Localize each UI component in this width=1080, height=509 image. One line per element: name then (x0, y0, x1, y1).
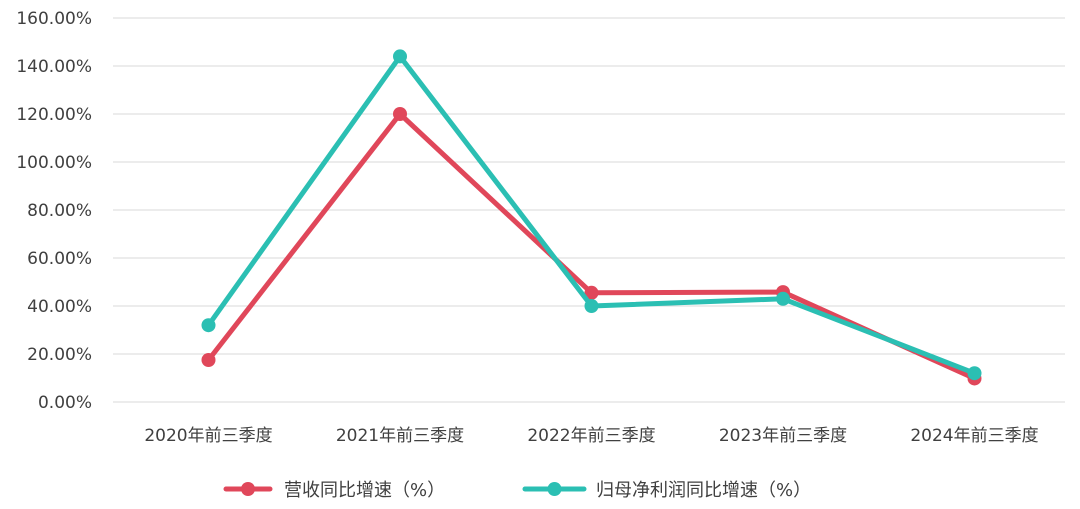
y-tick-label: 120.00% (16, 105, 92, 125)
y-tick-label: 60.00% (27, 249, 92, 269)
x-tick-label: 2023年前三季度 (719, 426, 847, 446)
y-axis-tick-labels: 0.00% 20.00% 40.00% 60.00% 80.00% 100.00% 120.… (16, 9, 92, 413)
data-point (967, 366, 982, 381)
y-tick-label: 20.00% (27, 345, 92, 365)
data-point (584, 299, 599, 313)
legend: 营收同比增速（%） 归母净利润同比增速（%） (223, 480, 811, 501)
data-point (201, 353, 216, 367)
y-tick-label: 80.00% (27, 201, 92, 221)
series-line (206, 111, 977, 381)
legend-swatch-marker (241, 482, 255, 496)
data-point (584, 285, 599, 300)
y-tick-label: 160.00% (16, 9, 92, 29)
x-tick-label: 2021年前三季度 (336, 426, 464, 446)
legend-swatch-marker (547, 482, 562, 496)
x-tick-label: 2022年前三季度 (527, 426, 655, 446)
x-tick-label: 2020年前三季度 (144, 426, 272, 446)
x-axis-tick-labels: 2020年前三季度 2021年前三季度 2022年前三季度 2023年前三季度 2024… (144, 426, 1038, 446)
legend-label: 归母净利润同比增速（%） (596, 480, 811, 501)
y-tick-label: 40.00% (27, 297, 92, 317)
data-point (776, 291, 790, 306)
series-2 (201, 49, 982, 381)
series-1 (201, 107, 982, 386)
data-series (201, 49, 982, 386)
data-point (201, 318, 216, 333)
gridlines (113, 17, 1065, 403)
data-point (393, 107, 407, 121)
legend-item: 营收同比增速（%） (223, 480, 445, 501)
y-tick-label: 100.00% (16, 153, 92, 173)
y-tick-label: 0.00% (38, 393, 92, 413)
data-point (393, 49, 407, 64)
y-tick-label: 140.00% (16, 57, 92, 77)
legend-item: 归母净利润同比增速（%） (522, 480, 811, 501)
legend-label: 营收同比增速（%） (284, 480, 445, 501)
x-tick-label: 2024年前三季度 (910, 426, 1038, 446)
